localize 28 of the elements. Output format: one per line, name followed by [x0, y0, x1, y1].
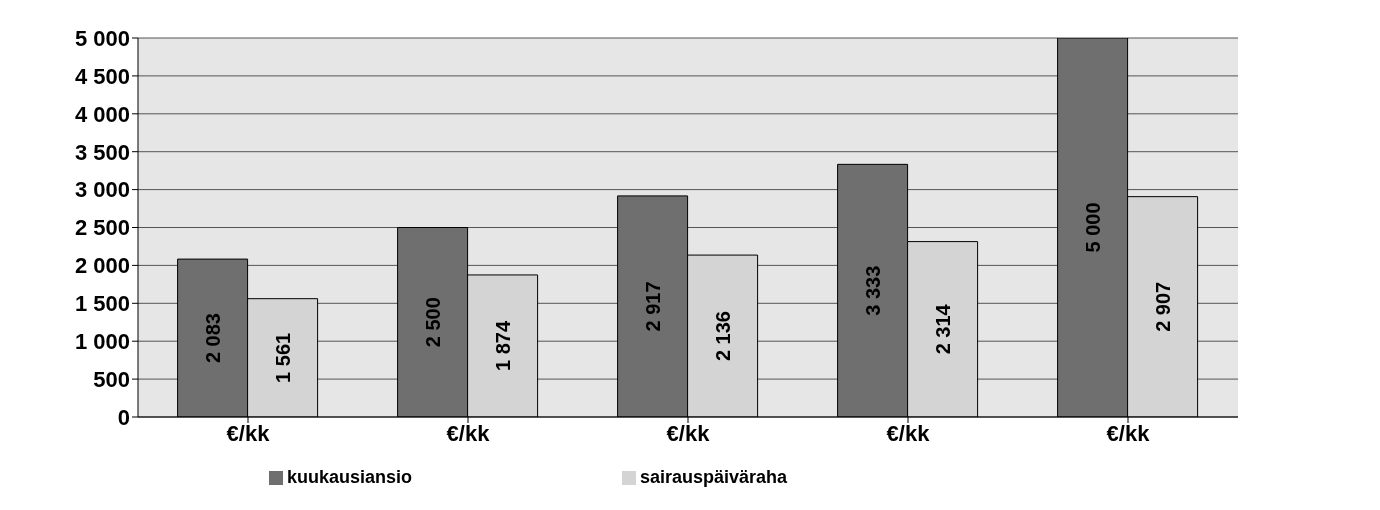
data-label: 1 874	[491, 320, 514, 372]
x-tick-label: €/kk	[1106, 420, 1151, 446]
y-tick-label: 2 000	[74, 253, 130, 279]
y-tick-label: 5 000	[74, 25, 130, 51]
y-tick-label: 4 500	[74, 63, 130, 89]
y-tick-label: 500	[93, 366, 130, 392]
data-label: 2 083	[201, 313, 224, 364]
y-tick-label: 3 500	[74, 139, 130, 165]
y-tick-label: 4 000	[74, 101, 130, 127]
y-tick-label: 3 000	[74, 177, 130, 203]
data-label: 5 000	[1081, 202, 1104, 253]
data-label: 2 500	[421, 297, 444, 348]
legend-label: sairauspäiväraha	[639, 467, 788, 487]
data-label: 1 561	[271, 332, 294, 383]
y-tick-label: 1 000	[74, 329, 130, 355]
data-label: 2 917	[641, 281, 664, 332]
data-label: 2 907	[1151, 281, 1174, 332]
x-tick-label: €/kk	[886, 420, 931, 446]
y-tick-label: 2 500	[74, 215, 130, 241]
x-tick-label: €/kk	[226, 420, 271, 446]
data-label: 3 333	[861, 265, 884, 316]
data-label: 2 314	[931, 303, 954, 355]
x-tick-label: €/kk	[666, 420, 711, 446]
x-tick-label: €/kk	[446, 420, 491, 446]
y-tick-label: 0	[117, 404, 130, 430]
data-label: 2 136	[711, 311, 734, 362]
legend-label: kuukausiansio	[286, 467, 412, 487]
y-tick-label: 1 500	[74, 291, 130, 317]
